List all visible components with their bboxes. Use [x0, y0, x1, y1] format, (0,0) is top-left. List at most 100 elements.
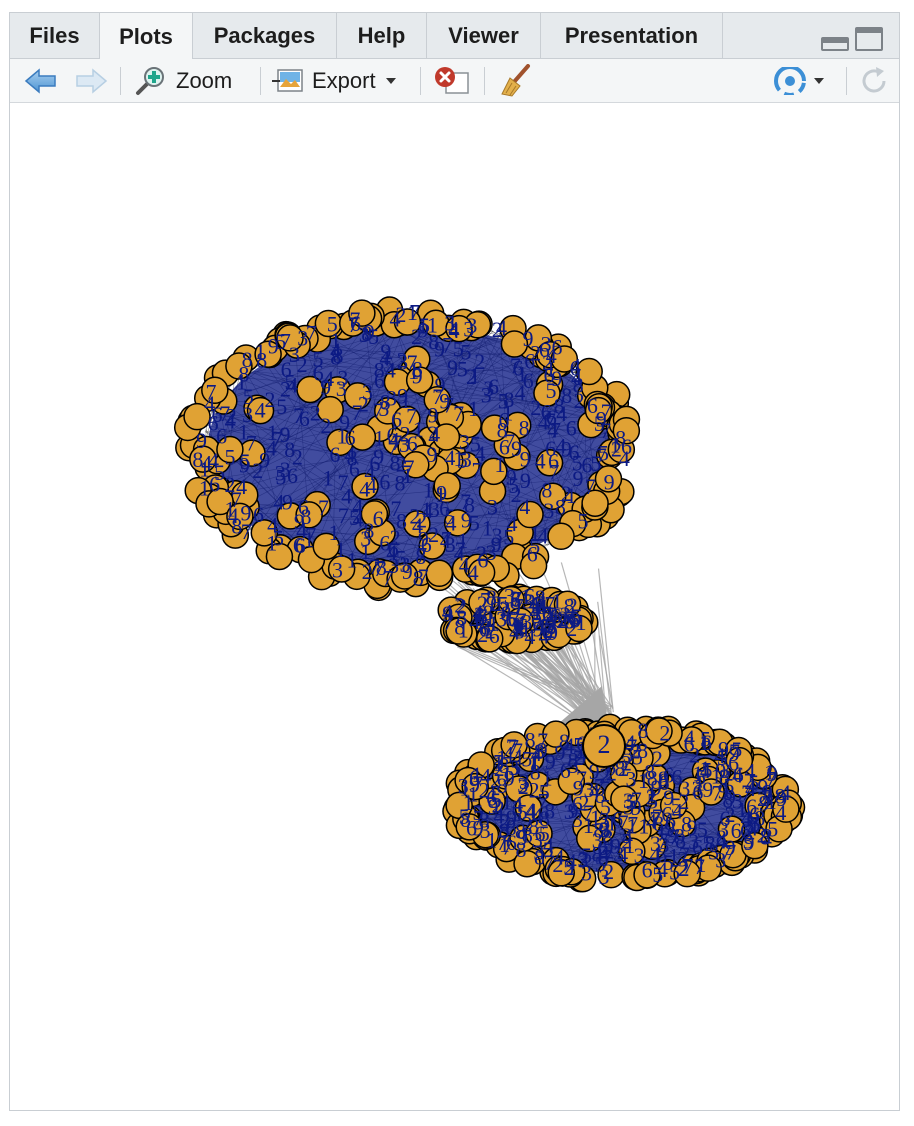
node-label: 8: [522, 823, 533, 848]
node-label: 8: [722, 788, 733, 813]
node-label: 9: [259, 447, 270, 472]
node-label: 7: [231, 487, 242, 512]
node-label: 2: [477, 622, 488, 647]
node-label: 7: [348, 312, 359, 337]
graph-node: [393, 405, 421, 434]
node-label: 6: [345, 425, 356, 450]
node-label: 7: [509, 607, 520, 632]
node-label: 7: [626, 734, 637, 759]
node-label: 9: [426, 442, 437, 467]
tab-files[interactable]: Files: [10, 13, 100, 59]
node-label: 2: [400, 421, 411, 446]
node-label: 3: [691, 776, 702, 801]
remove-plot-button[interactable]: [432, 59, 472, 103]
node-label: 9: [439, 388, 450, 413]
node-label: 9: [511, 436, 522, 461]
node-label: 3: [521, 609, 532, 634]
node-label: 2: [320, 413, 331, 438]
node-label: 2: [456, 594, 467, 619]
graph-node: [360, 500, 389, 528]
node-label: 4: [469, 609, 480, 634]
node-label: 7: [506, 734, 517, 759]
node-label: 8: [395, 470, 406, 495]
node-label: 5: [598, 441, 609, 466]
node-label: 7: [318, 495, 329, 520]
node-label: 1: [695, 852, 706, 877]
node-label: 6: [281, 357, 292, 382]
graph-node: [480, 457, 508, 486]
clear-plots-button[interactable]: [496, 59, 532, 103]
node-label: 4: [390, 307, 401, 332]
tab-plots[interactable]: Plots: [100, 13, 193, 60]
node-label: 6: [513, 612, 524, 637]
node-label: 3: [386, 386, 397, 411]
export-button[interactable]: Export: [272, 59, 396, 103]
graph-node: [659, 791, 688, 820]
tab-help[interactable]: Help: [337, 13, 427, 59]
node-label: 5: [457, 448, 468, 473]
node-label: 5: [243, 384, 254, 409]
node-label: 3: [522, 588, 533, 613]
node-label: 9: [447, 355, 458, 380]
node-label: 2: [280, 376, 291, 401]
node-label: 1: [517, 362, 528, 387]
node-label: 6: [489, 623, 500, 648]
node-label: 1: [471, 762, 482, 787]
node-label: 1: [402, 463, 413, 488]
node-label: 6: [527, 541, 538, 566]
node-label: 5: [581, 843, 592, 868]
node-label: 6: [298, 494, 309, 519]
graph-node: [480, 414, 509, 442]
node-label: 6: [621, 434, 632, 459]
maximize-pane-button[interactable]: [855, 27, 883, 51]
node-label: 9: [687, 815, 698, 840]
node-label: 1: [322, 466, 333, 491]
node-label: 4: [506, 511, 517, 536]
node-label: 1: [520, 617, 531, 642]
node-label: 5: [240, 449, 251, 474]
node-label: 3: [560, 602, 571, 627]
node-label: 9: [729, 741, 740, 766]
node-label: 6: [546, 405, 557, 430]
node-label: 4: [323, 366, 334, 391]
node-label: 4: [535, 614, 546, 639]
publish-button[interactable]: [772, 59, 824, 103]
node-label: 8: [396, 509, 407, 534]
node-label: 1: [484, 607, 495, 632]
node-label: 7: [510, 353, 521, 378]
node-label: 8: [519, 416, 530, 441]
node-label: 2: [252, 458, 263, 483]
node-label: 9: [294, 509, 305, 534]
back-button[interactable]: [24, 59, 58, 103]
tab-presentation[interactable]: Presentation: [541, 13, 723, 59]
node-label: 4: [352, 493, 363, 518]
node-label: 2: [491, 793, 502, 818]
node-label: 7: [206, 380, 217, 405]
graph-node: [402, 451, 430, 479]
node-label: 3: [543, 498, 554, 523]
node-label: 4: [364, 460, 375, 485]
zoom-button[interactable]: Zoom: [134, 59, 232, 103]
node-label: 6: [542, 620, 553, 645]
forward-button[interactable]: [74, 59, 108, 103]
refresh-button[interactable]: [858, 59, 890, 103]
tab-packages[interactable]: Packages: [193, 13, 337, 59]
node-label: 1: [527, 594, 538, 619]
node-label: 5: [419, 313, 430, 338]
graph-node: [216, 435, 244, 464]
node-label: 2: [659, 720, 670, 745]
node-label: 6: [505, 606, 516, 631]
node-label: 8: [554, 394, 565, 419]
node-label: 3: [679, 776, 690, 801]
minimize-pane-button[interactable]: [821, 37, 849, 51]
tab-viewer[interactable]: Viewer: [427, 13, 541, 59]
node-label: 6: [566, 415, 577, 440]
node-label: 9: [434, 373, 445, 398]
node-label: 9: [280, 422, 291, 447]
graph-node: [516, 500, 544, 529]
node-label: 7: [374, 556, 385, 581]
node-label: 4: [341, 483, 352, 508]
node-label: 8: [561, 383, 572, 408]
graph-node: [697, 778, 725, 806]
graph-node: [772, 795, 800, 823]
